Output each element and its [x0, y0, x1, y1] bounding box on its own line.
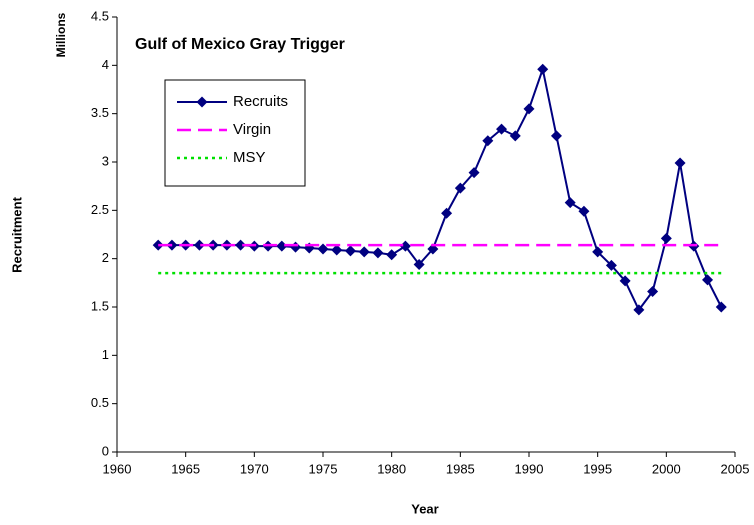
data-point: [386, 249, 398, 261]
data-point: [523, 103, 535, 115]
data-point: [550, 130, 562, 142]
unit-label: Millions: [54, 12, 68, 57]
data-point: [702, 274, 714, 286]
y-axis-label: Recruitment: [9, 196, 24, 273]
legend-marker: [196, 96, 208, 108]
data-point: [537, 63, 549, 75]
y-tick-label: 1.5: [91, 298, 109, 313]
data-point: [358, 246, 370, 258]
data-point: [592, 246, 604, 258]
legend-label: Recruits: [233, 93, 288, 110]
legend-label: MSY: [233, 149, 266, 166]
legend-label: Virgin: [233, 121, 271, 138]
data-point: [290, 241, 302, 253]
x-tick-label: 2000: [652, 461, 681, 476]
x-tick-label: 1995: [583, 461, 612, 476]
x-tick-label: 1985: [446, 461, 475, 476]
data-point: [276, 240, 288, 252]
legend-box: [164, 79, 306, 187]
data-point: [578, 205, 590, 217]
data-point: [317, 243, 329, 255]
data-point: [399, 240, 411, 252]
data-point: [482, 135, 494, 147]
data-point: [441, 207, 453, 219]
data-point: [413, 258, 425, 270]
data-point: [605, 259, 617, 271]
y-tick-label: 4.5: [91, 8, 109, 23]
x-tick-label: 1980: [377, 461, 406, 476]
data-point: [454, 182, 466, 194]
data-point: [235, 239, 247, 251]
y-tick-label: 1: [102, 347, 109, 362]
y-tick-label: 4: [102, 57, 109, 72]
data-point: [674, 157, 686, 169]
data-point: [331, 244, 343, 256]
y-tick-label: 2: [102, 250, 109, 265]
data-point: [344, 245, 356, 257]
data-point: [660, 232, 672, 244]
x-tick-label: 1975: [309, 461, 338, 476]
y-tick-label: 0: [102, 443, 109, 458]
data-point: [468, 167, 480, 179]
data-point: [372, 247, 384, 259]
x-tick-label: 1970: [240, 461, 269, 476]
x-tick-label: 2005: [721, 461, 750, 476]
data-point: [715, 301, 727, 313]
x-tick-label: 1990: [515, 461, 544, 476]
x-tick-label: 1960: [103, 461, 132, 476]
y-tick-label: 3: [102, 153, 109, 168]
x-axis-label: Year: [411, 501, 438, 516]
y-tick-label: 2.5: [91, 202, 109, 217]
y-tick-label: 0.5: [91, 395, 109, 410]
y-tick-label: 3.5: [91, 105, 109, 120]
data-point: [633, 304, 645, 316]
data-point: [619, 275, 631, 287]
chart-title: Gulf of Mexico Gray Trigger: [135, 36, 345, 53]
data-point: [647, 286, 659, 298]
data-point: [509, 130, 521, 142]
x-tick-label: 1965: [171, 461, 200, 476]
data-point: [564, 197, 576, 209]
data-point: [496, 123, 508, 135]
data-point: [193, 239, 205, 251]
